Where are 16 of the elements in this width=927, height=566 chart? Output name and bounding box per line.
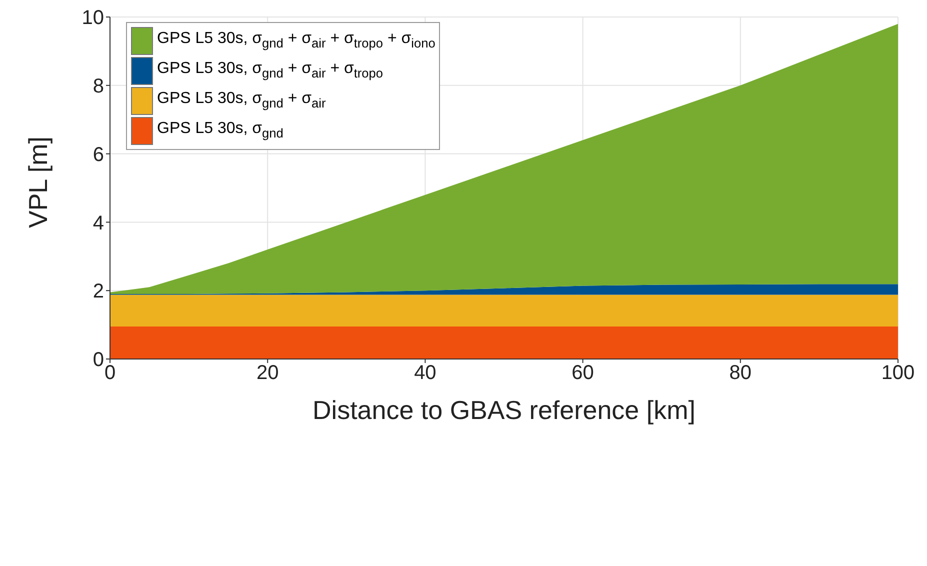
x-tick-label: 20 xyxy=(256,362,279,384)
y-tick-label: 4 xyxy=(92,212,104,234)
legend-label: GPS L5 30s, σ$_{gnd}$ + σ$_{air}$ + σ$_{tropo}$ xyxy=(157,58,384,82)
legend-label: GPS L5 30s, σ$_{gnd}$ + σ$_{air}$ + σ$_{tropo}$ + σ$_{iono}$ xyxy=(157,28,436,52)
x-tick-label: 100 xyxy=(881,362,915,384)
y-tick-label: 6 xyxy=(92,144,104,166)
legend-label: GPS L5 30s, σ$_{gnd}$ + σ$_{air}$ xyxy=(157,88,326,112)
x-axis-title: Distance to GBAS reference [km] xyxy=(312,395,696,425)
x-tick-label: 80 xyxy=(729,362,752,384)
y-axis-title: VPL [m] xyxy=(23,136,54,228)
x-tick-label: 60 xyxy=(572,362,594,384)
y-tick-label: 2 xyxy=(92,280,104,303)
x-tick-label: 40 xyxy=(414,362,436,384)
legend-label: GPS L5 30s, σ$_{gnd}$ xyxy=(157,118,284,142)
y-tick-label: 8 xyxy=(92,76,104,98)
y-tick-label: 10 xyxy=(82,7,104,30)
